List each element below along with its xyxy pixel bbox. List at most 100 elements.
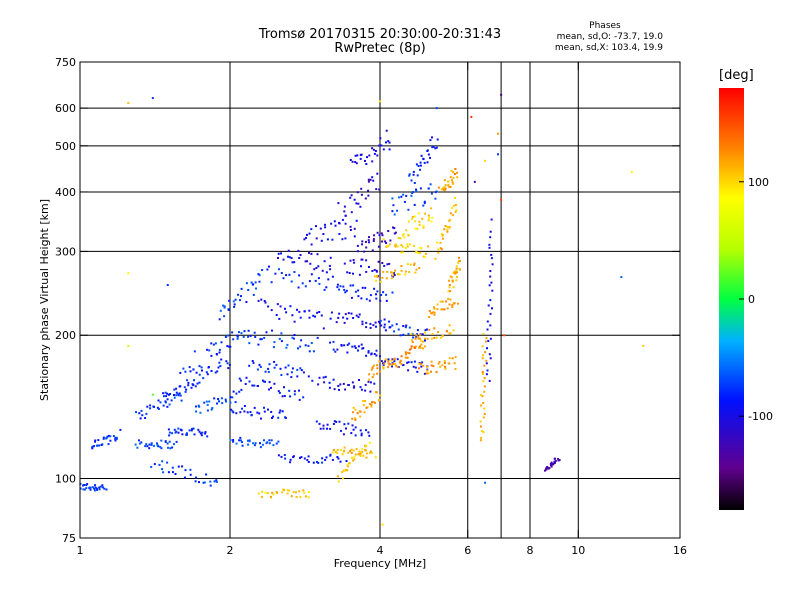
data-point — [319, 427, 322, 430]
data-point — [410, 179, 413, 182]
data-point — [377, 260, 380, 263]
data-point — [368, 236, 370, 239]
data-point — [370, 405, 373, 408]
y-tick-label: 400 — [55, 186, 76, 199]
data-point — [366, 452, 369, 455]
data-point — [419, 168, 421, 171]
data-point — [236, 335, 239, 338]
data-point — [397, 328, 400, 331]
data-point — [203, 401, 206, 404]
data-point — [234, 298, 237, 301]
data-point — [94, 439, 97, 442]
data-point — [164, 401, 167, 404]
data-point — [375, 325, 377, 328]
data-point — [337, 316, 340, 319]
data-point — [401, 364, 404, 366]
data-point — [346, 351, 349, 354]
data-point — [308, 280, 311, 283]
data-point — [168, 440, 171, 443]
data-point — [382, 148, 385, 151]
data-point — [343, 423, 346, 426]
data-point — [392, 204, 395, 207]
data-point — [366, 406, 369, 409]
data-point — [381, 234, 384, 237]
data-point — [428, 310, 431, 312]
data-point — [394, 231, 397, 234]
data-point — [482, 402, 485, 404]
data-point — [269, 495, 272, 498]
data-point — [378, 234, 381, 237]
data-point — [144, 417, 147, 419]
data-point — [293, 334, 296, 336]
data-point — [136, 446, 139, 449]
data-point — [308, 350, 311, 353]
data-point — [409, 243, 412, 246]
data-point — [204, 432, 207, 435]
data-point — [343, 469, 346, 472]
data-point — [370, 403, 373, 406]
data-point — [442, 234, 444, 237]
data-point — [373, 275, 376, 278]
data-point — [394, 245, 397, 248]
data-point — [442, 308, 444, 311]
data-point — [444, 187, 447, 190]
data-point — [400, 269, 403, 272]
data-point — [373, 353, 376, 355]
data-point — [215, 353, 218, 355]
data-point — [379, 280, 382, 283]
data-point — [487, 304, 490, 307]
data-point — [451, 179, 453, 182]
y-tick-label: 200 — [55, 329, 76, 342]
data-point — [357, 202, 360, 205]
data-point — [496, 132, 499, 135]
data-point — [457, 302, 459, 305]
data-point — [400, 265, 403, 267]
data-point — [404, 246, 407, 249]
data-point — [83, 484, 86, 486]
data-point — [286, 373, 289, 376]
data-point — [190, 429, 193, 432]
data-point — [312, 314, 315, 317]
data-point — [354, 161, 357, 163]
data-point — [479, 420, 482, 423]
data-point — [284, 307, 286, 310]
data-point — [481, 345, 484, 348]
data-point — [167, 446, 169, 449]
data-point — [377, 245, 380, 248]
data-point — [271, 417, 273, 419]
data-point — [454, 173, 456, 175]
data-point — [344, 237, 347, 240]
data-point — [232, 439, 235, 441]
phase-info: Phases mean, sd,O: -73.7, 19.0 mean, sd,… — [555, 21, 663, 54]
data-point — [85, 484, 88, 487]
data-point — [289, 305, 292, 308]
data-point — [151, 393, 154, 396]
data-point — [232, 411, 235, 414]
data-point — [283, 386, 285, 389]
data-point — [408, 173, 411, 176]
data-point — [403, 236, 406, 239]
data-point — [430, 337, 433, 340]
data-point — [444, 189, 447, 192]
data-point — [82, 484, 84, 487]
data-point — [491, 289, 494, 292]
data-point — [355, 219, 358, 222]
data-point — [288, 273, 291, 276]
data-point — [271, 329, 273, 332]
data-point — [324, 459, 327, 461]
data-point — [481, 373, 484, 375]
data-point — [411, 216, 414, 219]
data-point — [351, 417, 354, 420]
data-point — [402, 233, 405, 236]
data-point — [395, 323, 398, 326]
data-point — [306, 459, 309, 462]
data-point — [88, 487, 91, 489]
data-point — [558, 459, 561, 462]
data-point — [393, 227, 396, 230]
data-point — [395, 364, 398, 367]
data-point — [422, 255, 425, 258]
data-point — [247, 335, 250, 338]
data-point — [408, 326, 411, 329]
data-point — [310, 252, 313, 255]
data-point — [354, 408, 357, 411]
